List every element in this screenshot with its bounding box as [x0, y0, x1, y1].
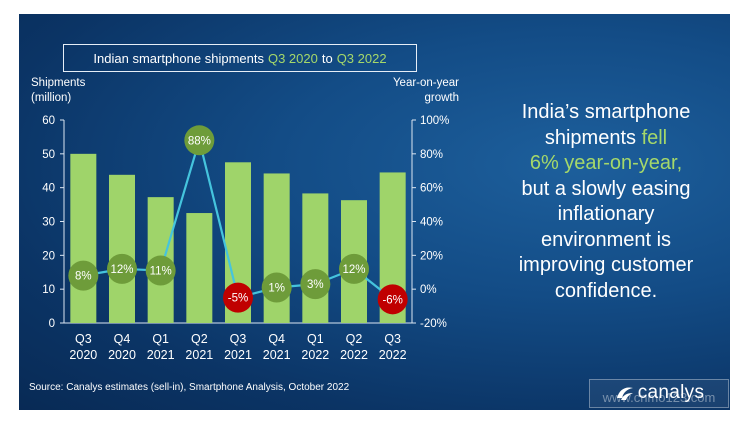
x-category-label: Q3 [75, 332, 92, 346]
right-tick-label: 80% [420, 149, 443, 161]
left-axis-title-line-1: Shipments [31, 77, 86, 89]
canalys-logo-icon [616, 386, 633, 400]
x-category-label: 2021 [224, 348, 252, 362]
right-tick-label: -20% [420, 318, 447, 330]
growth-point-label: 8% [75, 271, 92, 283]
growth-point-bubble [377, 284, 408, 315]
growth-point-bubble [339, 253, 369, 284]
growth-point-label: 3% [307, 279, 324, 291]
headline-line-8: confidence. [554, 279, 658, 302]
growth-point-label: -5% [228, 293, 248, 305]
right-tick-label: 60% [420, 183, 443, 195]
left-tick-label: 30 [42, 217, 55, 229]
shipment-bar [70, 153, 97, 323]
growth-point-label: 12% [110, 264, 133, 276]
chart-title-box: Indian smartphone shipments Q3 2020 to Q… [63, 44, 417, 72]
growth-point-label: 11% [150, 266, 172, 278]
headline-line-1: India’s smartphone [521, 101, 691, 123]
slide-background: Indian smartphone shipments Q3 2020 to Q… [19, 14, 730, 410]
title-to: Q3 2022 [336, 50, 387, 66]
growth-point-bubble [261, 272, 292, 303]
growth-point-label: 1% [268, 282, 285, 294]
x-category-label: 2022 [340, 348, 368, 362]
title-from: Q3 2020 [267, 50, 318, 66]
x-category-label: 2022 [379, 348, 407, 362]
headline-line-5: inflationary [557, 203, 655, 225]
right-axis-title-line-1: Year-on-year [392, 77, 459, 89]
shipment-bar [109, 174, 135, 323]
right-tick-label: 40% [420, 217, 443, 229]
canalys-logo: canalys [591, 375, 729, 410]
left-tick-label: 20 [42, 250, 55, 262]
canalys-logo-text: canalys [637, 381, 705, 403]
left-axis-title-line-2: (million) [31, 92, 72, 104]
combo-chart: 0 10 20 30 40 50 60 -20% 0% 20% 40% 60% 80% 100% Q3 202… [42, 115, 449, 362]
right-axis-title: Year-on-year growth [351, 76, 459, 106]
headline-line-7: improving customer [518, 254, 694, 276]
x-category-label: 2021 [263, 348, 291, 362]
headline-line-2: shipments fell [491, 126, 721, 152]
shipment-bar [302, 193, 329, 323]
growth-point-bubble [68, 260, 99, 291]
x-category-label: 2021 [185, 348, 213, 362]
left-axis-title: Shipments (million) [31, 76, 85, 106]
title-connector: to [321, 50, 333, 66]
title-prefix: Indian smartphone shipments [93, 50, 264, 66]
x-category-label: 2021 [147, 348, 175, 362]
growth-point-bubble [300, 269, 331, 300]
x-category-label: Q3 [230, 332, 247, 346]
headline-line-3: 6% year-on-year, [529, 152, 683, 174]
growth-point-bubble [184, 125, 215, 156]
headline-line-6: environment is [540, 228, 672, 251]
headline-text: India’s smartphone shipments fell 6% yea… [491, 100, 721, 304]
headline-line-4: but a slowly easing [521, 177, 691, 200]
growth-point-bubble [107, 253, 137, 284]
x-category-label: Q2 [191, 332, 208, 346]
growth-point-label: 12% [342, 264, 365, 276]
x-category-label: 2020 [108, 348, 136, 362]
x-category-label: Q1 [152, 332, 169, 346]
growth-point-bubble [223, 282, 253, 313]
growth-point-label: 88% [188, 135, 211, 147]
source-note: Source: Canalys estimates (sell-in), Sma… [29, 382, 350, 393]
x-category-label: 2020 [69, 348, 97, 362]
headline-line-2-start: shipments [544, 126, 642, 149]
left-tick-label: 60 [42, 115, 55, 127]
x-category-label: 2022 [301, 348, 329, 362]
growth-point-bubble [145, 255, 176, 286]
headline-line-2-highlight: fell [641, 126, 668, 149]
right-axis-title-line-2: growth [424, 92, 459, 104]
x-category-label: Q2 [346, 332, 363, 346]
x-category-label: Q4 [268, 332, 285, 346]
x-category-label: Q3 [384, 332, 401, 346]
right-tick-label: 100% [420, 115, 449, 127]
x-category-label: Q1 [307, 332, 324, 346]
left-tick-label: 40 [42, 183, 55, 195]
x-category-label: Q4 [114, 332, 131, 346]
left-tick-label: 10 [42, 284, 55, 296]
left-tick-label: 50 [42, 149, 55, 161]
right-tick-label: 0% [420, 284, 437, 296]
shipment-bar [186, 213, 213, 323]
growth-point-label: -6% [382, 294, 402, 306]
left-tick-label: 0 [49, 318, 55, 330]
right-tick-label: 20% [420, 250, 443, 262]
watermark: www.cnmo123.com [589, 379, 729, 408]
